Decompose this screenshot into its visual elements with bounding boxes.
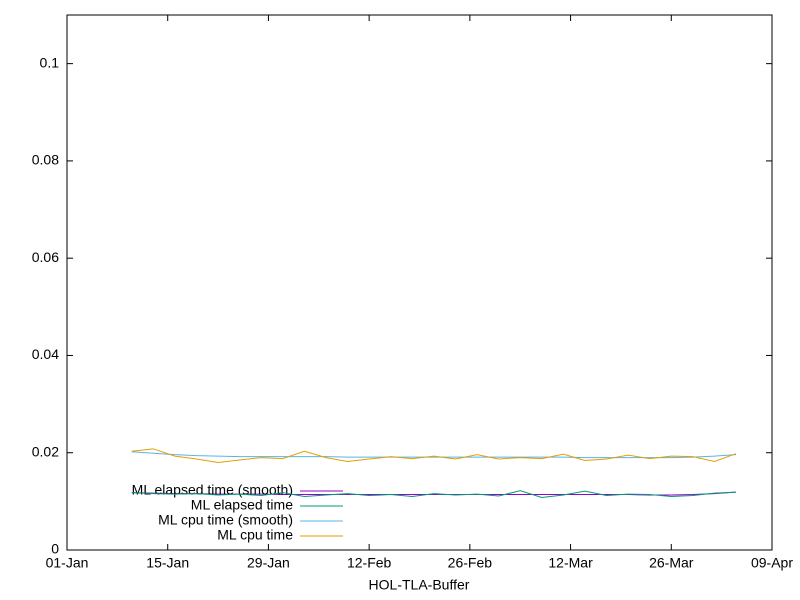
legend-label: ML cpu time (smooth) bbox=[158, 512, 293, 528]
y-tick-label: 0.1 bbox=[40, 54, 60, 70]
y-tick-label: 0.02 bbox=[32, 443, 59, 459]
x-tick-label: 12-Feb bbox=[347, 555, 392, 571]
x-tick-label: 26-Mar bbox=[649, 555, 694, 571]
x-tick-label: 01-Jan bbox=[46, 555, 89, 571]
series-line bbox=[131, 490, 737, 498]
x-tick-label: 15-Jan bbox=[146, 555, 189, 571]
series-line bbox=[131, 448, 737, 463]
x-tick-label: 12-Mar bbox=[548, 555, 593, 571]
y-tick-label: 0.04 bbox=[32, 346, 59, 362]
y-tick-label: 0.08 bbox=[32, 152, 59, 168]
y-tick-label: 0.06 bbox=[32, 249, 59, 265]
y-tick-label: 0 bbox=[51, 541, 59, 557]
legend-label: ML elapsed time (smooth) bbox=[132, 482, 293, 498]
plot-frame bbox=[66, 14, 773, 551]
series-line bbox=[131, 451, 737, 459]
legend-label: ML elapsed time bbox=[191, 497, 293, 513]
x-tick-label: 29-Jan bbox=[247, 555, 290, 571]
x-tick-label: 26-Feb bbox=[448, 555, 493, 571]
legend-label: ML cpu time bbox=[217, 527, 293, 543]
x-axis-label: HOL-TLA-Buffer bbox=[369, 577, 470, 593]
x-tick-label: 09-Apr bbox=[751, 555, 793, 571]
